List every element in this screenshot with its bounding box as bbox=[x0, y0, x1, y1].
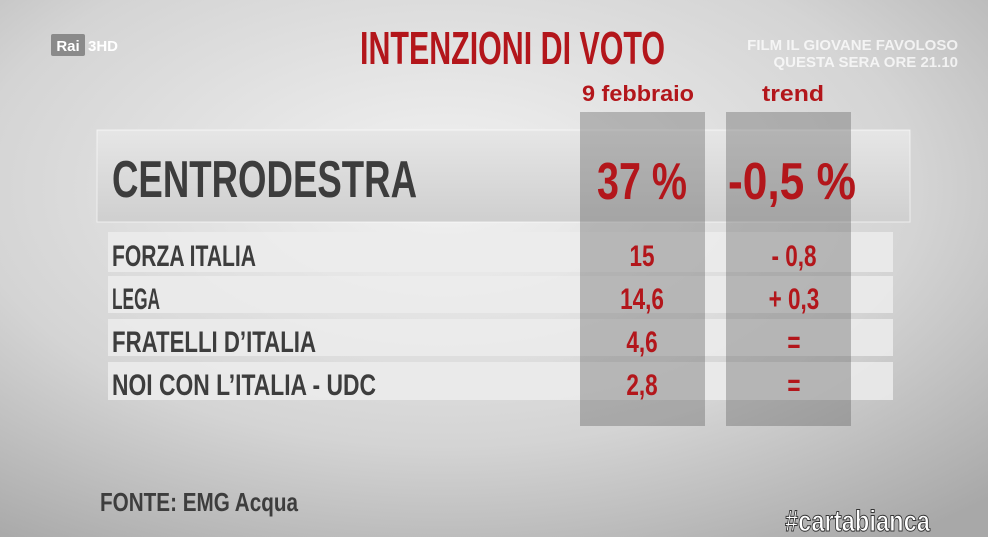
row-strip bbox=[108, 232, 893, 272]
total-trend: -0,5 % bbox=[728, 153, 856, 211]
column-header: 9 febbraio bbox=[582, 81, 694, 106]
total-row bbox=[96, 129, 911, 223]
source: FONTE: EMG Acqua bbox=[100, 487, 298, 517]
row-strip bbox=[108, 319, 893, 356]
row-label: FORZA ITALIA bbox=[112, 240, 256, 273]
column-highlight bbox=[580, 112, 705, 426]
row-trend: - 0,8 bbox=[772, 239, 817, 273]
row-strip bbox=[108, 276, 893, 313]
logo-box bbox=[51, 34, 85, 56]
row-label: LEGA bbox=[112, 283, 160, 316]
row-trend: = bbox=[787, 368, 800, 402]
total-label: CENTRODESTRA bbox=[112, 151, 417, 209]
logo-brand: Rai bbox=[56, 38, 79, 55]
hashtag: #cartabianca bbox=[785, 505, 930, 537]
row-value: 15 bbox=[629, 239, 654, 273]
row-value: 4,6 bbox=[626, 325, 657, 359]
column-highlight bbox=[726, 112, 851, 426]
column-header: trend bbox=[762, 81, 824, 106]
row-label: NOI CON L’ITALIA - UDC bbox=[112, 369, 376, 402]
row-value: 2,8 bbox=[626, 368, 657, 402]
row-strip bbox=[108, 362, 893, 400]
row-label: FRATELLI D’ITALIA bbox=[112, 326, 316, 359]
ticker: FILM IL GIOVANE FAVOLOSO bbox=[747, 37, 958, 54]
rows: FORZA ITALIA 15 - 0,8 LEGA 14,6 + 0,3 FRATELLI… bbox=[112, 239, 819, 402]
row-value: 14,6 bbox=[620, 282, 664, 316]
logo-channel: 3HD bbox=[88, 38, 118, 55]
row-trend: = bbox=[787, 325, 800, 359]
total-value: 37 % bbox=[597, 153, 687, 211]
ticker: QUESTA SERA ORE 21.10 bbox=[774, 54, 959, 71]
title: INTENZIONI DI VOTO bbox=[360, 22, 665, 74]
row-trend: + 0,3 bbox=[769, 282, 820, 316]
